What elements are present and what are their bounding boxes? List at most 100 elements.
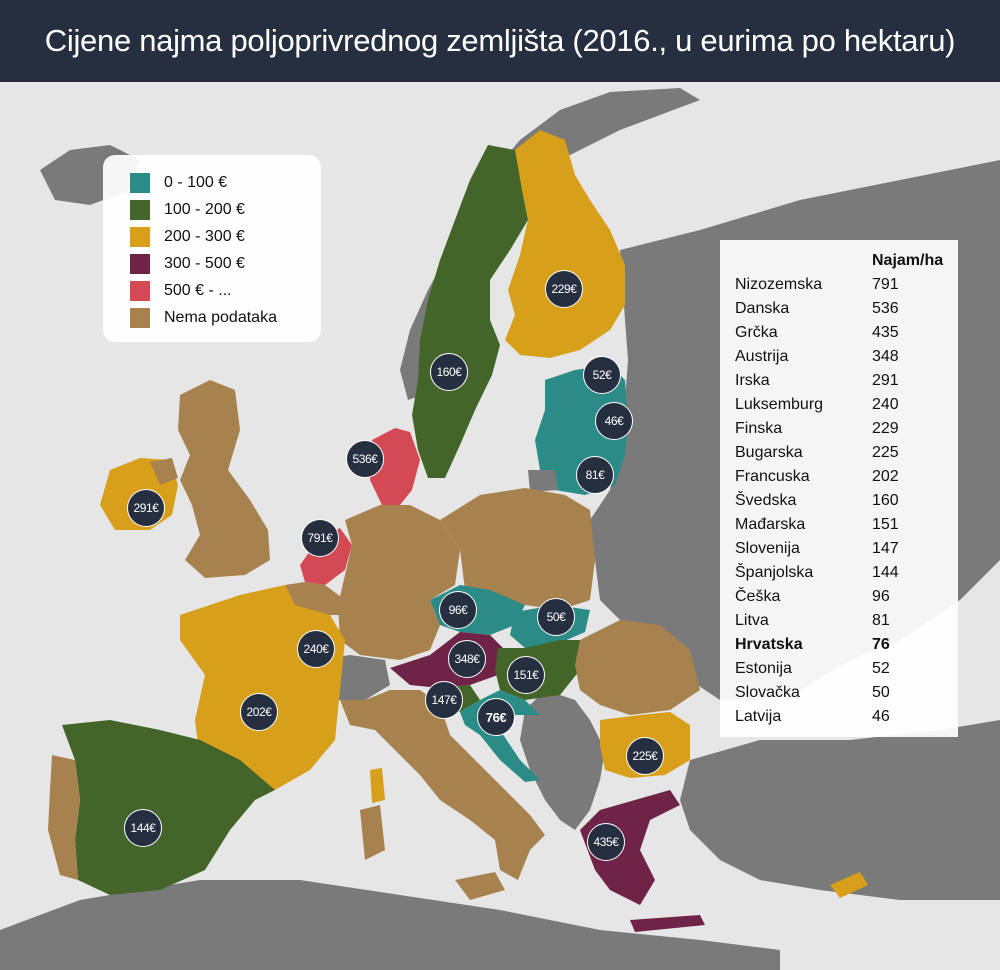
legend-item: Nema podataka	[130, 307, 277, 329]
country-name: Irska	[735, 372, 770, 389]
rent-value: 291	[872, 372, 899, 389]
table-row: Finska 229	[735, 420, 950, 444]
country-name: Nizozemska	[735, 276, 823, 293]
rent-value: 348	[872, 348, 899, 365]
rent-value: 791	[872, 276, 899, 293]
badge-hungary: 151€	[507, 656, 545, 694]
country-name: Slovačka	[735, 684, 800, 701]
table-row: Slovačka 50	[735, 684, 950, 708]
country-name: Bugarska	[735, 444, 803, 461]
finland-shape	[505, 130, 625, 358]
table-row: Grčka 435	[735, 324, 950, 348]
legend-swatch	[130, 173, 150, 193]
country-name: Španjolska	[735, 564, 814, 581]
country-name: Francuska	[735, 468, 810, 485]
badge-france: 202€	[240, 693, 278, 731]
badge-slovenia: 147€	[425, 681, 463, 719]
rent-value: 52	[872, 660, 890, 677]
ranking-table: Najam/ha Nizozemska 791 Danska 536 Grčka 43…	[720, 240, 958, 737]
kaliningrad	[528, 470, 558, 492]
sweden-shape	[412, 145, 528, 478]
badge-latvia: 46€	[595, 402, 633, 440]
rent-value: 240	[872, 396, 899, 413]
legend-swatch	[130, 281, 150, 301]
country-name: Slovenija	[735, 540, 800, 557]
table-row: Slovenija 147	[735, 540, 950, 564]
table-row-highlighted: Hrvatska 76	[735, 636, 950, 660]
country-name: Finska	[735, 420, 783, 437]
sardinia-shape	[360, 805, 385, 860]
badge-austria: 348€	[448, 640, 486, 678]
country-name: Češka	[735, 588, 781, 605]
table-row: Litva 81	[735, 612, 950, 636]
legend-item: 200 - 300 €	[130, 226, 245, 248]
legend-swatch	[130, 308, 150, 328]
rent-value: 160	[872, 492, 899, 509]
rent-value: 147	[872, 540, 899, 557]
rent-value: 151	[872, 516, 899, 533]
legend-item: 300 - 500 €	[130, 253, 245, 275]
legend-swatch	[130, 227, 150, 247]
badge-denmark: 536€	[346, 440, 384, 478]
rent-value: 536	[872, 300, 899, 317]
crete-shape	[630, 915, 705, 932]
italy-shape	[340, 690, 545, 880]
badge-sweden: 160€	[430, 353, 468, 391]
spain-shape	[62, 720, 275, 895]
corsica-shape	[370, 768, 385, 803]
legend-label: Nema podataka	[164, 309, 277, 326]
map-title: Cijene najma poljoprivrednog zemljišta (…	[0, 0, 1000, 82]
country-name: Danska	[735, 300, 790, 317]
rent-value: 229	[872, 420, 899, 437]
legend-item: 100 - 200 €	[130, 199, 245, 221]
legend-label: 200 - 300 €	[164, 228, 245, 245]
country-name: Švedska	[735, 492, 797, 509]
europe-map: 0 - 100 € 100 - 200 € 200 - 300 € 300 - …	[0, 82, 1000, 970]
table-row: Irska 291	[735, 372, 950, 396]
legend-label: 100 - 200 €	[164, 201, 245, 218]
rent-value: 46	[872, 708, 890, 725]
north-africa	[0, 880, 780, 970]
legend-item: 0 - 100 €	[130, 172, 227, 194]
badge-greece: 435€	[587, 823, 625, 861]
romania-shape	[575, 620, 700, 715]
legend-label: 300 - 500 €	[164, 255, 245, 272]
legend-label: 500 € - ...	[164, 282, 232, 299]
legend: 0 - 100 € 100 - 200 € 200 - 300 € 300 - …	[103, 155, 321, 342]
badge-ireland: 291€	[127, 489, 165, 527]
table-row: Mađarska 151	[735, 516, 950, 540]
badge-finland: 229€	[545, 270, 583, 308]
badge-netherlands: 791€	[301, 519, 339, 557]
portugal-shape	[48, 755, 80, 880]
country-name: Estonija	[735, 660, 792, 677]
badge-slovakia: 50€	[537, 598, 575, 636]
table-row: Nizozemska 791	[735, 276, 950, 300]
badge-estonia: 52€	[583, 356, 621, 394]
rent-value: 144	[872, 564, 899, 581]
rent-value: 81	[872, 612, 890, 629]
country-name: Hrvatska	[735, 636, 803, 653]
cyprus-shape	[830, 872, 868, 898]
uk-shape	[178, 380, 270, 578]
legend-item: 500 € - ...	[130, 280, 232, 302]
badge-luxembourg: 240€	[297, 630, 335, 668]
sicily-shape	[455, 872, 505, 900]
table-row: Latvija 46	[735, 708, 950, 732]
table-row: Bugarska 225	[735, 444, 950, 468]
balkans	[520, 690, 605, 830]
turkey-caucasus	[680, 720, 1000, 900]
rent-value: 76	[872, 636, 890, 653]
legend-swatch	[130, 200, 150, 220]
denmark-shape	[370, 428, 420, 505]
northern-ireland-shape	[150, 458, 178, 485]
badge-bulgaria: 225€	[626, 737, 664, 775]
badge-czechia: 96€	[439, 591, 477, 629]
badge-lithuania: 81€	[576, 456, 614, 494]
table-row: Švedska 160	[735, 492, 950, 516]
legend-label: 0 - 100 €	[164, 174, 228, 191]
badge-croatia: 76€	[477, 698, 515, 736]
table-row: Danska 536	[735, 300, 950, 324]
table-row: Francuska 202	[735, 468, 950, 492]
netherlands-shape	[300, 528, 352, 585]
germany-shape	[338, 505, 460, 660]
